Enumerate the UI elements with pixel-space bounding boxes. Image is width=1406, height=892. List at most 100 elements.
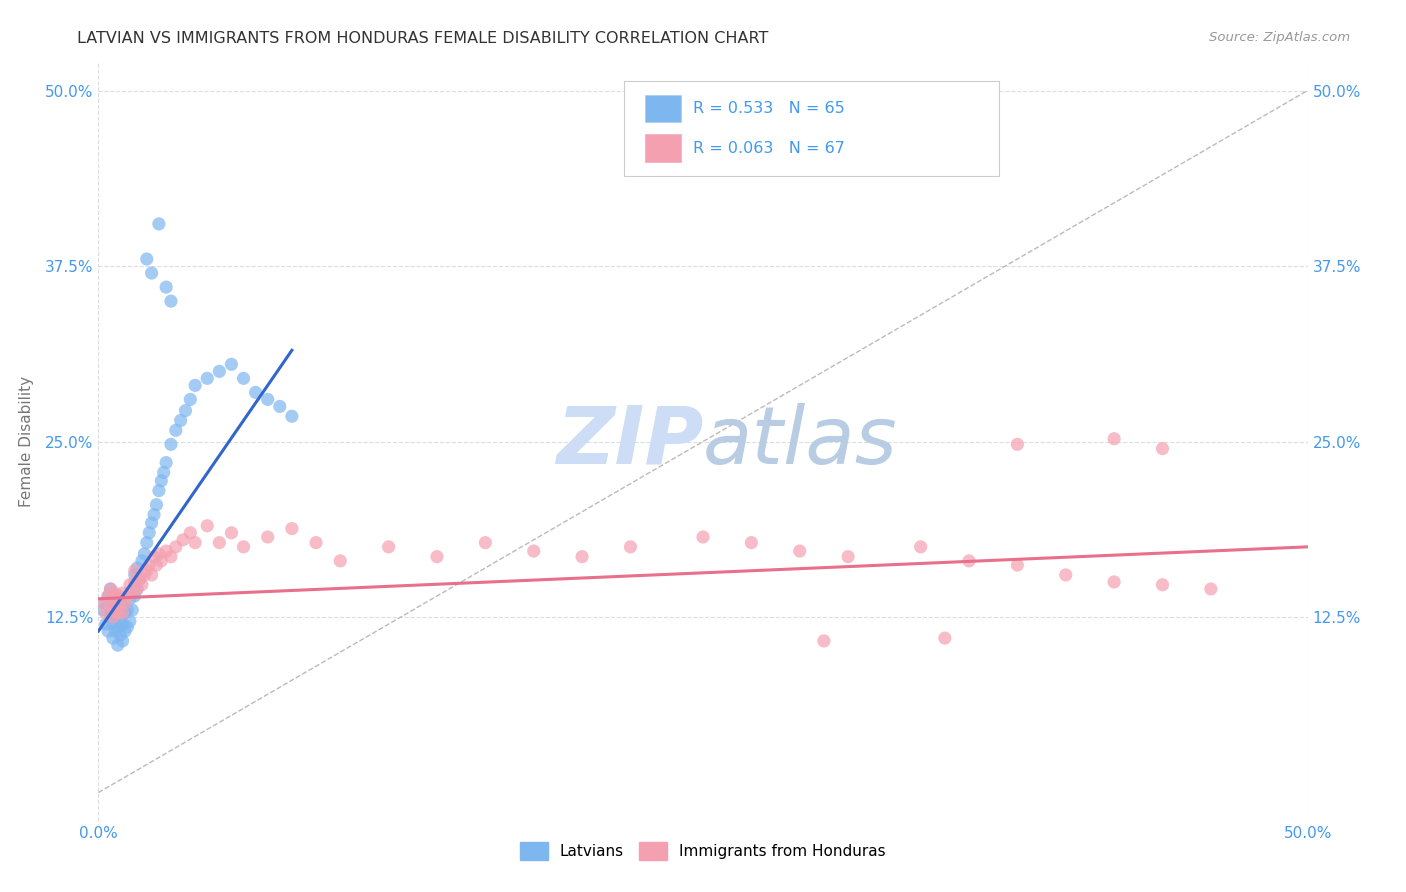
Point: [148, 483, 170, 498]
Point: [910, 540, 932, 554]
Point: [1007, 558, 1029, 573]
Point: [104, 624, 127, 639]
Point: [195, 371, 218, 385]
Point: [94, 606, 117, 620]
Point: [131, 554, 153, 568]
Point: [208, 364, 231, 378]
Point: [138, 525, 160, 540]
Point: [377, 540, 399, 554]
Point: [134, 547, 156, 561]
Text: Source: ZipAtlas.com: Source: ZipAtlas.com: [1209, 31, 1350, 45]
Point: [232, 371, 254, 385]
Point: [100, 610, 122, 624]
Point: [104, 589, 127, 603]
Point: [305, 535, 328, 549]
Point: [143, 508, 166, 522]
Point: [117, 603, 139, 617]
Point: [118, 578, 141, 592]
Point: [934, 631, 956, 645]
Point: [97, 589, 120, 603]
Point: [184, 535, 207, 549]
Point: [114, 624, 136, 639]
Point: [127, 561, 149, 575]
Point: [281, 522, 304, 536]
Point: [1102, 432, 1125, 446]
Point: [111, 617, 134, 632]
Point: [165, 540, 187, 554]
Point: [135, 535, 157, 549]
Point: [94, 617, 117, 632]
Point: [111, 599, 134, 613]
Point: [789, 544, 811, 558]
Point: [692, 530, 714, 544]
Legend: Latvians, Immigrants from Honduras: Latvians, Immigrants from Honduras: [515, 836, 891, 866]
Point: [141, 516, 163, 530]
Point: [108, 628, 131, 642]
Point: [179, 525, 201, 540]
Point: [155, 456, 177, 470]
Point: [619, 540, 641, 554]
Point: [426, 549, 449, 564]
Point: [145, 558, 167, 573]
Point: [97, 624, 120, 639]
Point: [160, 294, 183, 309]
Point: [143, 549, 166, 564]
Point: [571, 549, 593, 564]
Point: [111, 606, 134, 620]
Point: [160, 549, 183, 564]
Point: [91, 596, 114, 610]
Point: [179, 392, 201, 407]
Text: ZIP: ZIP: [555, 402, 703, 481]
Point: [121, 586, 143, 600]
Point: [118, 614, 141, 628]
Text: R = 0.063   N = 67: R = 0.063 N = 67: [693, 141, 845, 155]
Point: [813, 634, 835, 648]
Point: [131, 578, 153, 592]
Point: [523, 544, 546, 558]
Point: [94, 596, 117, 610]
Point: [155, 280, 177, 294]
Point: [269, 400, 291, 414]
Point: [111, 586, 134, 600]
Text: LATVIAN VS IMMIGRANTS FROM HONDURAS FEMALE DISABILITY CORRELATION CHART: LATVIAN VS IMMIGRANTS FROM HONDURAS FEMA…: [77, 31, 769, 46]
Point: [114, 596, 136, 610]
Point: [1199, 582, 1222, 596]
Point: [152, 466, 174, 480]
Text: R = 0.533   N = 65: R = 0.533 N = 65: [693, 101, 845, 116]
Point: [127, 582, 149, 596]
Point: [108, 596, 131, 610]
Point: [134, 568, 156, 582]
Point: [256, 530, 278, 544]
Point: [124, 564, 146, 578]
Point: [104, 603, 127, 617]
Point: [124, 574, 146, 589]
Point: [148, 547, 170, 561]
Point: [1152, 442, 1174, 456]
Point: [160, 437, 183, 451]
Point: [474, 535, 496, 549]
Text: atlas: atlas: [703, 402, 898, 481]
Point: [100, 603, 122, 617]
Point: [104, 610, 127, 624]
Point: [117, 589, 139, 603]
Point: [101, 610, 124, 624]
FancyBboxPatch shape: [645, 95, 682, 122]
Point: [1152, 578, 1174, 592]
Point: [329, 554, 352, 568]
Point: [245, 385, 267, 400]
Point: [281, 409, 304, 424]
Point: [155, 544, 177, 558]
Point: [97, 589, 120, 603]
Point: [169, 413, 191, 427]
Point: [195, 518, 218, 533]
Point: [135, 252, 157, 266]
Point: [101, 631, 124, 645]
Point: [145, 498, 167, 512]
Point: [107, 606, 129, 620]
Point: [174, 403, 197, 417]
Point: [148, 217, 170, 231]
Y-axis label: Female Disability: Female Disability: [18, 376, 34, 508]
Point: [184, 378, 207, 392]
Point: [150, 554, 173, 568]
Point: [117, 620, 139, 634]
